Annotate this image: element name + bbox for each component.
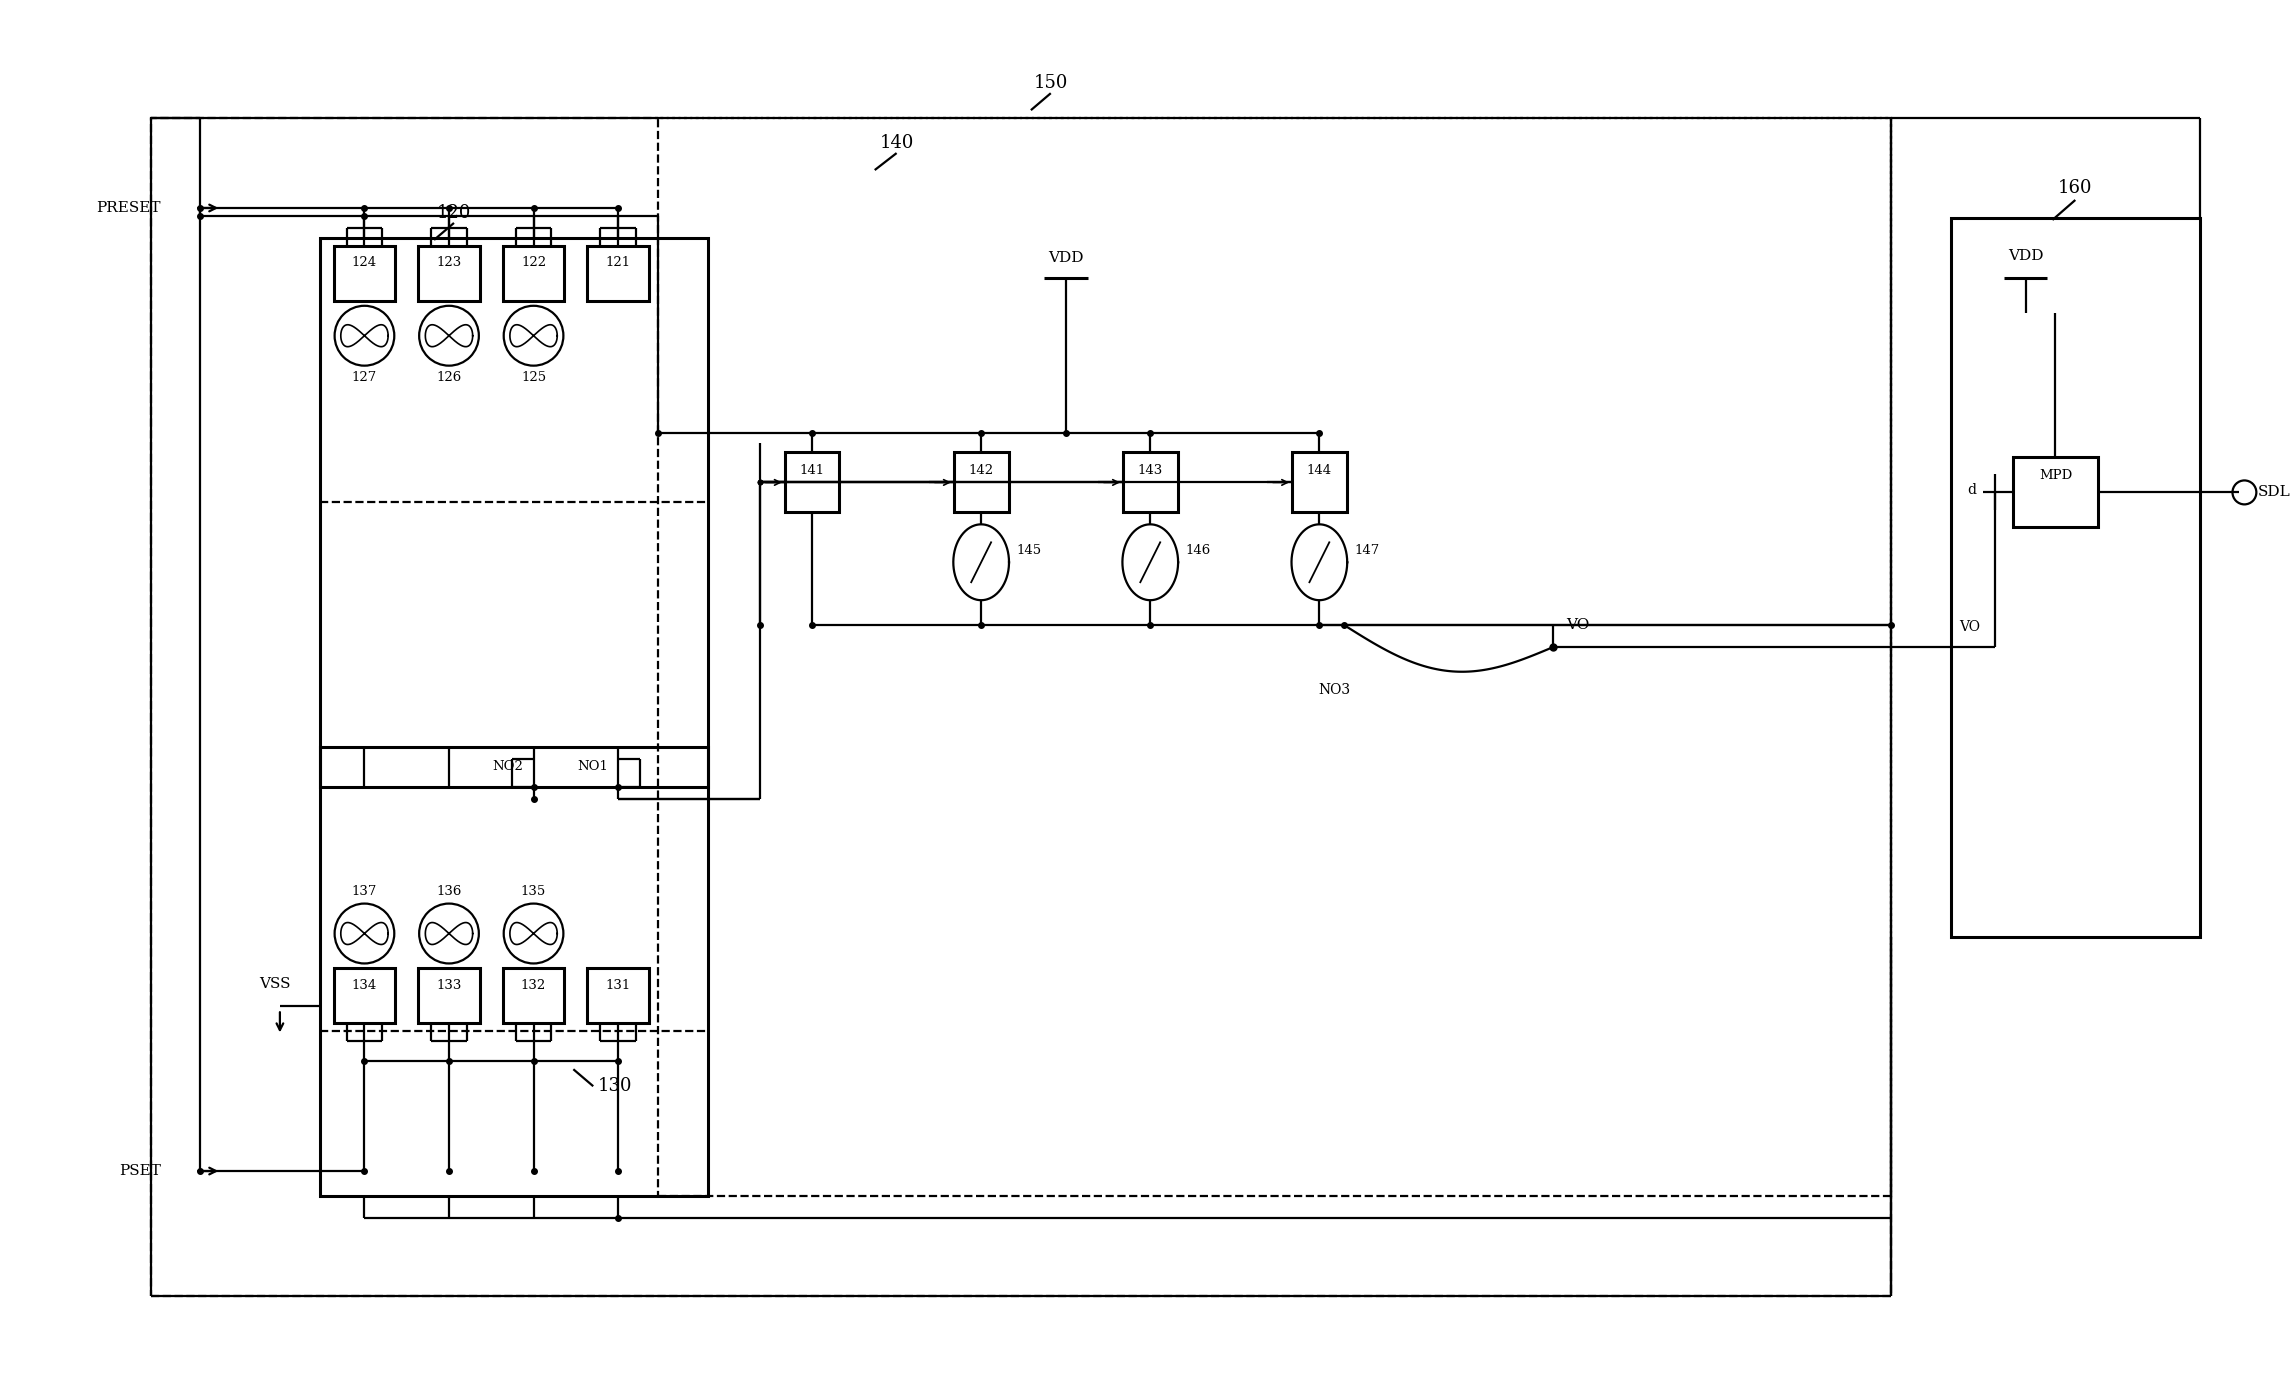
Bar	[658, 118, 1890, 1196]
Text: 135: 135	[521, 885, 546, 899]
Text: 141: 141	[801, 463, 824, 477]
Text: SDL: SDL	[2257, 485, 2292, 499]
Bar	[2014, 458, 2097, 527]
Text: NO3: NO3	[1319, 682, 1351, 698]
Text: VO: VO	[1959, 620, 1980, 634]
Text: MPD: MPD	[2039, 469, 2071, 481]
Text: 126: 126	[436, 372, 461, 384]
Bar	[319, 239, 707, 786]
Text: 124: 124	[351, 257, 376, 269]
Text: 147: 147	[1353, 544, 1379, 556]
Text: 125: 125	[521, 372, 546, 384]
Text: 130: 130	[599, 1078, 633, 1096]
Text: NO2: NO2	[493, 760, 523, 774]
Text: 144: 144	[1308, 463, 1333, 477]
Bar	[418, 245, 479, 301]
Text: 150: 150	[1035, 75, 1069, 92]
Text: 122: 122	[521, 257, 546, 269]
Text: 121: 121	[606, 257, 631, 269]
Bar	[502, 245, 564, 301]
Bar	[319, 746, 707, 1196]
Text: VDD: VDD	[1048, 251, 1083, 265]
Bar	[333, 968, 395, 1024]
Text: 123: 123	[436, 257, 461, 269]
Text: 131: 131	[606, 979, 631, 992]
Bar	[1292, 452, 1347, 512]
Bar	[587, 968, 649, 1024]
Text: 140: 140	[879, 135, 913, 153]
Bar	[785, 452, 840, 512]
Text: 136: 136	[436, 885, 461, 899]
Bar	[954, 452, 1009, 512]
Text: 133: 133	[436, 979, 461, 992]
Text: PRESET: PRESET	[96, 201, 161, 215]
Bar	[1950, 218, 2200, 936]
Text: NO1: NO1	[578, 760, 608, 774]
Text: 137: 137	[351, 885, 376, 899]
Bar	[418, 968, 479, 1024]
Text: 145: 145	[1016, 544, 1041, 556]
Text: VO: VO	[1567, 619, 1590, 632]
Text: 134: 134	[351, 979, 376, 992]
Bar	[333, 245, 395, 301]
Text: 160: 160	[2058, 179, 2092, 197]
Text: 146: 146	[1186, 544, 1211, 556]
Text: VSS: VSS	[259, 978, 291, 992]
Bar	[151, 118, 1890, 1295]
Text: 127: 127	[351, 372, 376, 384]
Bar	[587, 245, 649, 301]
Text: PSET: PSET	[119, 1164, 161, 1178]
Text: 143: 143	[1138, 463, 1163, 477]
Text: d: d	[1966, 484, 1975, 498]
Text: 142: 142	[968, 463, 993, 477]
Bar	[502, 968, 564, 1024]
Text: VDD: VDD	[2007, 248, 2044, 264]
Bar	[1122, 452, 1177, 512]
Text: 120: 120	[436, 204, 470, 222]
Text: 132: 132	[521, 979, 546, 992]
